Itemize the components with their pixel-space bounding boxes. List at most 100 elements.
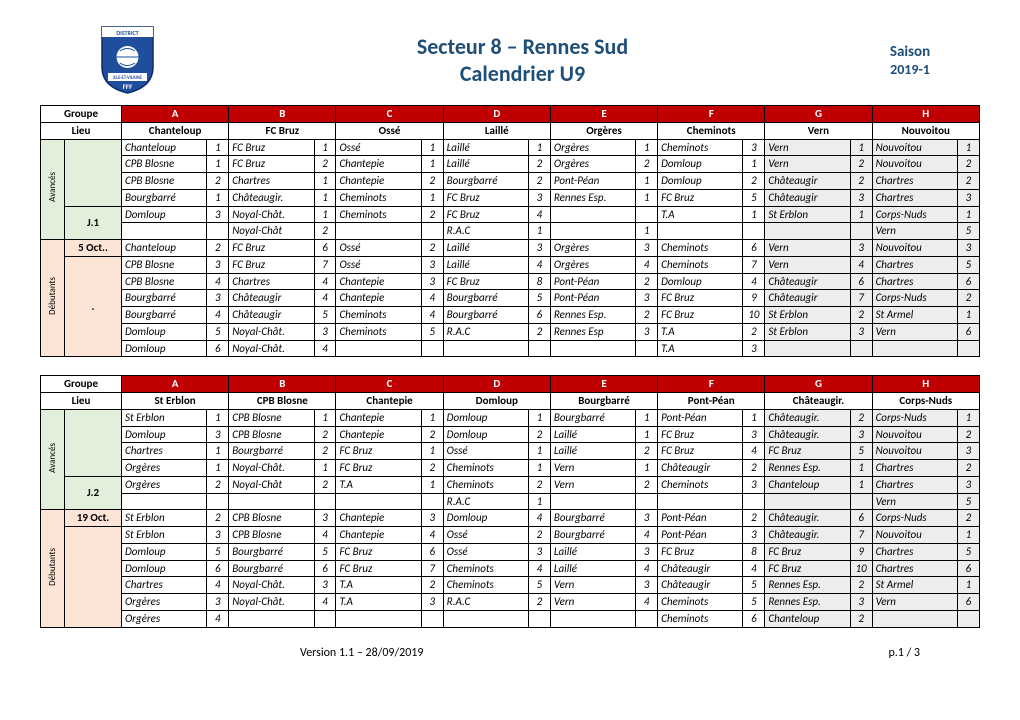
team-number: 2 (743, 173, 765, 190)
team-number: 2 (207, 510, 229, 527)
team-number: 4 (636, 560, 658, 577)
team-number: 3 (636, 543, 658, 560)
team-name: Châteaugir (765, 173, 850, 190)
team-name: R.A.C (443, 493, 528, 510)
team-number: 1 (636, 139, 658, 156)
team-number: 3 (636, 577, 658, 594)
team-number: 5 (207, 323, 229, 340)
team-number: 1 (314, 206, 336, 223)
team-number: 3 (957, 443, 979, 460)
team-number: 3 (314, 323, 336, 340)
team-number: 1 (529, 460, 551, 477)
team-name: Rennes Esp. (550, 307, 635, 324)
team-number: 5 (314, 307, 336, 324)
team-name: Cheminots (443, 460, 528, 477)
lieu-header: Vern (765, 122, 872, 139)
team-number: 2 (529, 156, 551, 173)
team-name: Laillé (550, 560, 635, 577)
team-number: 5 (957, 256, 979, 273)
team-number: 2 (421, 577, 443, 594)
team-number: 4 (743, 443, 765, 460)
group-header: H (872, 106, 979, 123)
team-number: 6 (314, 240, 336, 257)
team-name: CPB Blosne (121, 156, 206, 173)
team-number: 5 (957, 543, 979, 560)
group-header: F (658, 106, 765, 123)
team-number: 3 (743, 426, 765, 443)
team-number (207, 223, 229, 240)
team-number: 1 (743, 409, 765, 426)
lieu-header: Ossé (336, 122, 443, 139)
team-number: 2 (850, 577, 872, 594)
team-name: T.A (336, 577, 421, 594)
team-name: FC Bruz (658, 307, 743, 324)
lieu-header: Corps-Nuds (872, 393, 979, 410)
team-number: 2 (421, 173, 443, 190)
team-number: 5 (743, 189, 765, 206)
calendar-tables: GroupeABCDEFGHLieuChanteloupFC BruzOsséL… (40, 105, 980, 628)
team-name: Cheminots (658, 476, 743, 493)
lieu-header: Orgères (550, 122, 657, 139)
team-name: Vern (765, 139, 850, 156)
team-number (207, 493, 229, 510)
team-name: Cheminots (658, 139, 743, 156)
team-name: Noyal-Chât (229, 223, 314, 240)
team-name: Bourgbarré (550, 409, 635, 426)
season-value: 2019-1 (870, 61, 950, 78)
team-name: Noyal-Chât. (229, 340, 314, 357)
team-name: FC Bruz (658, 189, 743, 206)
team-name: FC Bruz (658, 543, 743, 560)
title-line2: Calendrier U9 (175, 60, 870, 87)
team-name: Laillé (443, 139, 528, 156)
team-name: Chantepie (336, 409, 421, 426)
team-name: FC Bruz (658, 290, 743, 307)
team-number: 1 (850, 206, 872, 223)
title-block: Secteur 8 – Rennes Sud Calendrier U9 (175, 33, 870, 87)
team-name (336, 340, 421, 357)
team-number: 1 (636, 409, 658, 426)
team-number: 2 (207, 173, 229, 190)
team-number: 1 (636, 189, 658, 206)
team-name: St Erblon (765, 206, 850, 223)
calendar-table: GroupeABCDEFGHLieuSt ErblonCPB BlosneCha… (40, 375, 980, 627)
team-number (636, 493, 658, 510)
debutants-side: Débutants (41, 240, 65, 357)
team-name: Chanteloup (121, 240, 206, 257)
team-name (550, 493, 635, 510)
team-name: Cheminots (658, 240, 743, 257)
team-number: 2 (957, 460, 979, 477)
team-number: 1 (957, 409, 979, 426)
team-name: FC Bruz (443, 273, 528, 290)
team-number: 1 (957, 206, 979, 223)
team-name: Noyal-Chât. (229, 577, 314, 594)
lieu-header: FC Bruz (229, 122, 336, 139)
team-number: 1 (850, 460, 872, 477)
team-name: Vern (765, 256, 850, 273)
team-name: Chartres (872, 256, 957, 273)
team-name: Nouvoitou (872, 139, 957, 156)
team-number: 4 (636, 527, 658, 544)
team-name: T.A (336, 476, 421, 493)
team-name (229, 610, 314, 627)
team-name: Laillé (443, 156, 528, 173)
team-number: 4 (314, 527, 336, 544)
group-header: C (336, 106, 443, 123)
team-name: Rennes Esp. (765, 577, 850, 594)
svg-text:DISTRICT: DISTRICT (116, 29, 138, 37)
team-number: 7 (421, 560, 443, 577)
team-number: 7 (743, 256, 765, 273)
team-number: 2 (314, 443, 336, 460)
team-name: Vern (550, 476, 635, 493)
team-number: 3 (957, 240, 979, 257)
team-number: 2 (743, 323, 765, 340)
team-name (336, 610, 421, 627)
groupe-label: Groupe (41, 376, 122, 393)
team-name: Chartres (229, 273, 314, 290)
team-number: 5 (743, 594, 765, 611)
team-name: Bourgbarré (229, 543, 314, 560)
team-number: 2 (743, 510, 765, 527)
team-number: 6 (207, 560, 229, 577)
team-name (550, 206, 635, 223)
team-name: Châteaugir (765, 189, 850, 206)
team-number: 2 (529, 594, 551, 611)
